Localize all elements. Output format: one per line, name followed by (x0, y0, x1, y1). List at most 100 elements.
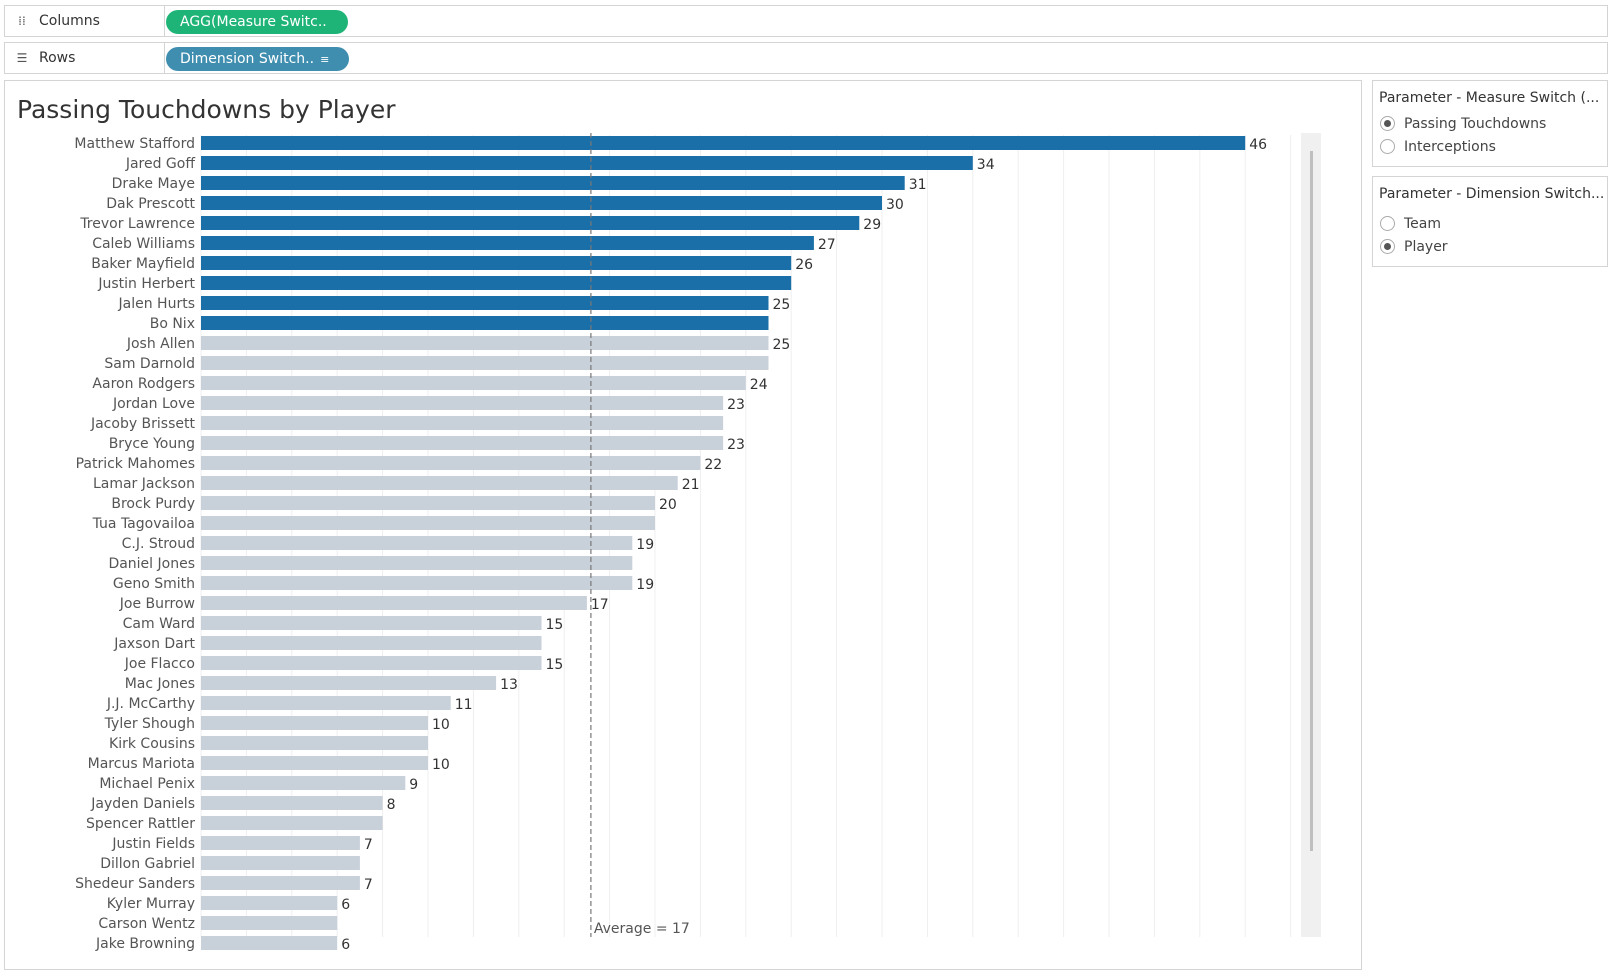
data-label: 27 (818, 237, 836, 253)
bar[interactable] (201, 496, 655, 510)
columns-pill-measure-switch[interactable]: AGG(Measure Switc.. (166, 10, 348, 34)
data-label: 34 (977, 157, 995, 173)
data-label: 25 (773, 337, 791, 353)
bar[interactable] (201, 136, 1246, 150)
parameter-dimension-title: Parameter - Dimension Switch... (1379, 186, 1605, 202)
rows-shelf-label: ☰ Rows (5, 43, 165, 73)
category-label: Bo Nix (150, 316, 195, 332)
category-label: Jared Goff (125, 156, 196, 172)
bar[interactable] (201, 756, 428, 770)
data-label: 7 (364, 877, 373, 893)
sort-descending-icon[interactable]: ≡ (320, 52, 330, 66)
bar[interactable] (201, 336, 769, 350)
option-passing-touchdowns[interactable]: Passing Touchdowns (1373, 112, 1607, 135)
data-label: 23 (727, 397, 745, 413)
category-label: Geno Smith (113, 576, 195, 592)
category-label: Baker Mayfield (91, 256, 195, 272)
bar[interactable] (201, 616, 542, 630)
data-label: 10 (432, 717, 450, 733)
bar[interactable] (201, 556, 633, 570)
bar[interactable] (201, 596, 587, 610)
category-label: Justin Fields (111, 836, 195, 852)
category-label: Aaron Rodgers (92, 376, 195, 392)
category-label: J.J. McCarthy (106, 696, 195, 712)
bar[interactable] (201, 656, 542, 670)
bar[interactable] (201, 636, 542, 650)
data-label: 25 (773, 297, 791, 313)
bar[interactable] (201, 516, 655, 530)
category-label: Spencer Rattler (86, 816, 195, 832)
bar[interactable] (201, 196, 882, 210)
bar[interactable] (201, 156, 973, 170)
category-label: Trevor Lawrence (79, 216, 195, 232)
bar[interactable] (201, 776, 406, 790)
option-interceptions[interactable]: Interceptions (1373, 135, 1607, 158)
bar[interactable] (201, 256, 792, 270)
data-label: 15 (546, 657, 564, 673)
category-label: Marcus Mariota (88, 756, 195, 772)
data-label: 22 (704, 457, 722, 473)
parameter-measure-title: Parameter - Measure Switch (... (1379, 90, 1600, 106)
bar[interactable] (201, 436, 724, 450)
category-label: Josh Allen (126, 336, 195, 352)
data-label: 6 (341, 897, 350, 913)
bar[interactable] (201, 216, 860, 230)
data-label: 10 (432, 757, 450, 773)
bar[interactable] (201, 816, 383, 830)
bar[interactable] (201, 276, 792, 290)
radio-selected-icon[interactable] (1380, 239, 1395, 254)
bar[interactable] (201, 316, 769, 330)
radio-selected-icon[interactable] (1380, 116, 1395, 131)
parameter-measure-switch: Parameter - Measure Switch (... Passing … (1372, 80, 1608, 167)
bar[interactable] (201, 896, 338, 910)
data-label: 17 (591, 597, 609, 613)
bar[interactable] (201, 676, 497, 690)
data-label: 15 (546, 617, 564, 633)
columns-shelf: ⁞⁞ Columns AGG(Measure Switc.. (4, 5, 1608, 37)
category-label: Michael Penix (99, 776, 195, 792)
reference-line-label: Average = 17 (594, 921, 690, 937)
rows-pill-dimension-switch[interactable]: Dimension Switch.. ≡ (166, 47, 349, 71)
bar[interactable] (201, 876, 360, 890)
rows-icon: ☰ (16, 51, 28, 65)
bar[interactable] (201, 236, 814, 250)
bar[interactable] (201, 416, 724, 430)
parameter-dimension-switch: Parameter - Dimension Switch... Team Pla… (1372, 176, 1608, 267)
option-player[interactable]: Player (1373, 235, 1607, 258)
bar[interactable] (201, 576, 633, 590)
category-label: Jayden Daniels (90, 796, 195, 812)
bar[interactable] (201, 836, 360, 850)
rows-shelf: ☰ Rows Dimension Switch.. ≡ (4, 42, 1608, 74)
category-label: Kirk Cousins (109, 736, 195, 752)
radio-unselected-icon[interactable] (1380, 216, 1395, 231)
bar[interactable] (201, 476, 678, 490)
data-label: 31 (909, 177, 927, 193)
bar[interactable] (201, 856, 360, 870)
bar[interactable] (201, 716, 428, 730)
bar-chart: Matthew Stafford 46 Jared Goff 34 Drake Maye… (74, 133, 1321, 953)
data-label: 30 (886, 197, 904, 213)
bar[interactable] (201, 696, 451, 710)
category-label: Dillon Gabriel (100, 856, 195, 872)
bar[interactable] (201, 796, 383, 810)
data-label: 23 (727, 437, 745, 453)
data-label: 7 (364, 837, 373, 853)
bar[interactable] (201, 456, 701, 470)
bar[interactable] (201, 736, 428, 750)
viz-pane: Passing Touchdowns by Player Matthew Sta… (4, 80, 1362, 970)
bar[interactable] (201, 376, 746, 390)
option-team[interactable]: Team (1373, 212, 1607, 235)
bar[interactable] (201, 396, 724, 410)
category-label: Bryce Young (109, 436, 195, 452)
category-label: Patrick Mahomes (76, 456, 195, 472)
option-label: Team (1404, 215, 1442, 232)
bar[interactable] (201, 356, 769, 370)
bar[interactable] (201, 936, 338, 950)
radio-unselected-icon[interactable] (1380, 139, 1395, 154)
bar[interactable] (201, 536, 633, 550)
scrollbar-thumb[interactable] (1310, 151, 1313, 851)
bar[interactable] (201, 916, 338, 930)
bar[interactable] (201, 296, 769, 310)
bar[interactable] (201, 176, 905, 190)
data-label: 29 (863, 217, 881, 233)
